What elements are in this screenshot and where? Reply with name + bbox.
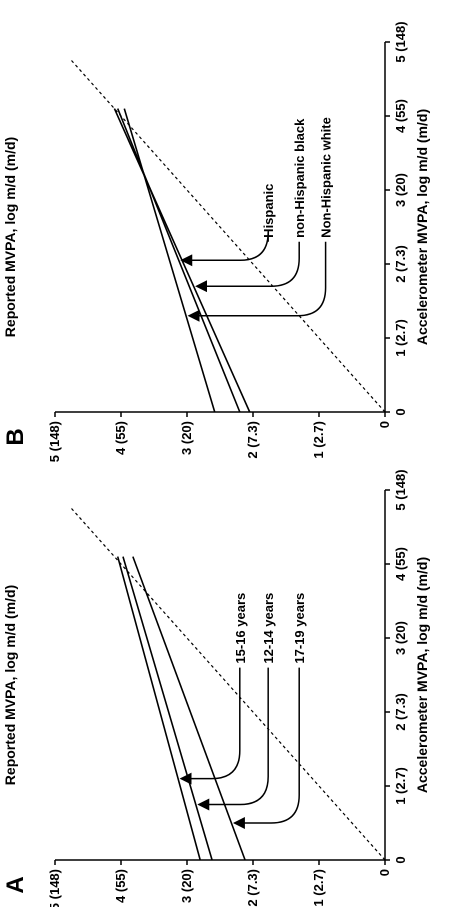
- y-tick-label: 2 (7.3): [245, 869, 260, 907]
- y-tick-label: 4 (55): [113, 869, 128, 903]
- x-tick-label: 3 (20): [393, 173, 408, 207]
- x-tick-label: 4 (55): [393, 99, 408, 133]
- label-arrow: [179, 667, 241, 785]
- y-axis-title: Reported MVPA, log m/d (m/d): [2, 137, 18, 337]
- panel-label: A: [2, 876, 29, 893]
- x-tick-label: 2 (7.3): [393, 245, 408, 283]
- y-tick-label: 2 (7.3): [245, 421, 260, 459]
- y-tick-label: 5 (148): [47, 421, 62, 462]
- y-tick-label: 4 (55): [113, 421, 128, 455]
- reference-line: [71, 508, 386, 861]
- y-tick-label: 3 (20): [179, 869, 194, 903]
- series-label: non-Hispanic black: [292, 118, 307, 238]
- x-axis-title: Accelerometer MVPA, log m/d (m/d): [414, 557, 430, 793]
- x-tick-label: 5 (148): [393, 469, 408, 510]
- y-tick-label: 5 (148): [47, 869, 62, 907]
- series-label: 17-19 years: [292, 593, 307, 664]
- label-arrow: [197, 667, 269, 811]
- reference-line: [71, 60, 386, 413]
- series-line: [116, 556, 201, 861]
- label-arrow: [180, 232, 269, 267]
- series-line: [132, 556, 246, 861]
- series-label: 15-16 years: [233, 593, 248, 664]
- y-tick-label: 1 (2.7): [311, 421, 326, 459]
- chart-panel: 0 1 (2.7) 2 (7.3) 3 (20) 4 (55) 5 (148) 0 1 (2.…: [2, 21, 430, 462]
- series-line: [123, 108, 216, 413]
- y-tick-label: 1 (2.7): [311, 869, 326, 907]
- y-tick-label: 0: [377, 869, 392, 876]
- label-arrow: [195, 241, 300, 293]
- series-label: Hispanic: [261, 184, 276, 238]
- x-tick-label: 0: [393, 408, 408, 415]
- y-tick-label: 0: [377, 421, 392, 428]
- label-arrow: [232, 667, 300, 829]
- y-tick-label: 3 (20): [179, 421, 194, 455]
- series-line: [116, 108, 241, 413]
- series-label: Non-Hispanic white: [319, 117, 334, 238]
- x-tick-label: 2 (7.3): [393, 693, 408, 731]
- x-tick-label: 4 (55): [393, 547, 408, 581]
- x-tick-label: 1 (2.7): [393, 767, 408, 805]
- label-arrow: [187, 241, 327, 322]
- x-tick-label: 0: [393, 856, 408, 863]
- panel-label: B: [2, 428, 29, 445]
- chart-panel: 0 1 (2.7) 2 (7.3) 3 (20) 4 (55) 5 (148) 0 1 (2.…: [2, 469, 430, 907]
- x-axis-title: Accelerometer MVPA, log m/d (m/d): [414, 109, 430, 345]
- x-tick-label: 3 (20): [393, 621, 408, 655]
- series-line: [113, 108, 251, 413]
- series-label: 12-14 years: [261, 593, 276, 664]
- series-line: [122, 556, 213, 861]
- x-tick-label: 5 (148): [393, 21, 408, 62]
- x-tick-label: 1 (2.7): [393, 319, 408, 357]
- y-axis-title: Reported MVPA, log m/d (m/d): [2, 585, 18, 785]
